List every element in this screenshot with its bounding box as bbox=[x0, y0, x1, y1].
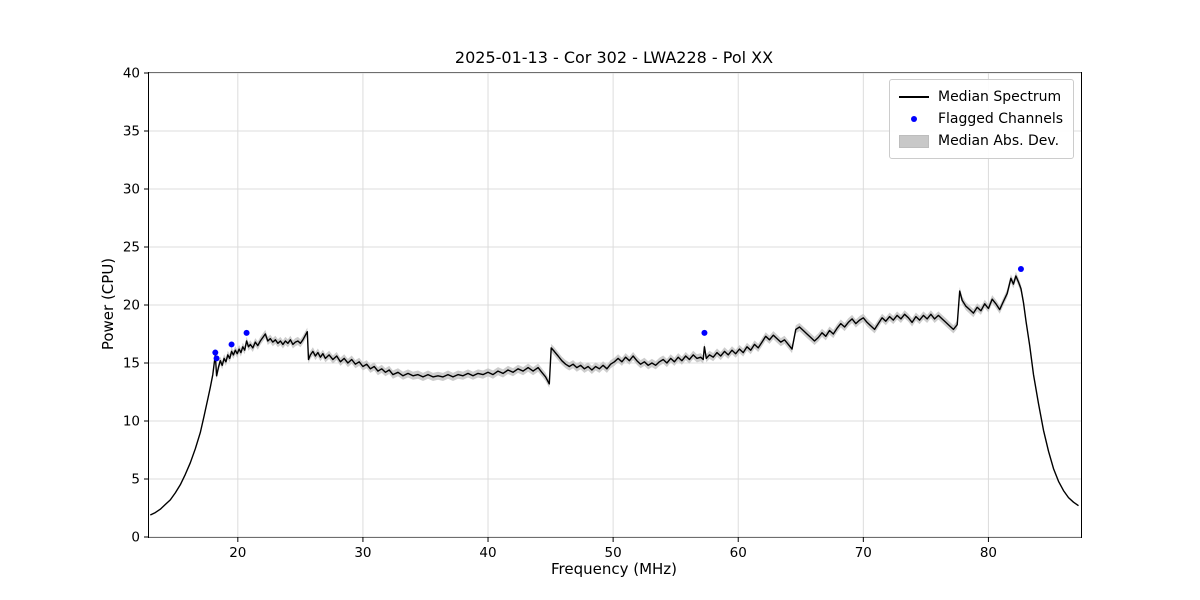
legend-item-flagged-channels: Flagged Channels bbox=[898, 108, 1063, 130]
y-tick-label: 25 bbox=[123, 240, 140, 256]
mad-band-patch-icon bbox=[898, 134, 930, 148]
x-tick-label: 40 bbox=[479, 545, 496, 561]
y-tick-label: 35 bbox=[123, 124, 140, 140]
flagged-channel-dot bbox=[228, 341, 235, 348]
x-tick-label: 80 bbox=[980, 545, 997, 561]
flagged-channel-dot bbox=[212, 349, 219, 356]
x-axis-label: Frequency (MHz) bbox=[550, 560, 678, 578]
median-spectrum-line-icon bbox=[898, 96, 930, 98]
flagged-channel-dot bbox=[243, 329, 250, 336]
plot-area: 20 30 40 50 60 70 80 0 5 10 15 20 25 30 35 40 Median Sp… bbox=[123, 66, 1082, 561]
mad-band bbox=[212, 271, 1027, 388]
y-axis-label: Power (CPU) bbox=[99, 257, 117, 351]
median-spectrum-line bbox=[149, 275, 1079, 516]
flagged-channel-dot-icon bbox=[898, 116, 930, 122]
x-tick-label: 20 bbox=[229, 545, 246, 561]
y-tick-label: 20 bbox=[123, 298, 140, 314]
y-tick-label: 15 bbox=[123, 356, 140, 372]
legend-label-median-abs-dev: Median Abs. Dev. bbox=[937, 133, 1060, 149]
flagged-channel-dot bbox=[213, 355, 220, 362]
legend: Median Spectrum Flagged Channels Median … bbox=[888, 79, 1074, 159]
x-tick-label: 30 bbox=[354, 545, 371, 561]
legend-item-median-spectrum: Median Spectrum bbox=[898, 86, 1063, 108]
x-tick-label: 50 bbox=[605, 545, 622, 561]
x-tick-label: 70 bbox=[855, 545, 872, 561]
y-tick-label: 30 bbox=[123, 182, 140, 198]
legend-item-median-abs-dev: Median Abs. Dev. bbox=[898, 130, 1063, 152]
chart-title: 2025-01-13 - Cor 302 - LWA228 - Pol XX bbox=[454, 48, 774, 67]
y-tick-label: 10 bbox=[123, 414, 140, 430]
flagged-channel-dot bbox=[1017, 266, 1024, 273]
legend-label-flagged-channels: Flagged Channels bbox=[937, 111, 1063, 127]
x-tick-label: 60 bbox=[730, 545, 747, 561]
y-tick-label: 40 bbox=[123, 66, 140, 82]
flagged-channel-dot bbox=[701, 329, 708, 336]
plot-canvas: 20 30 40 50 60 70 80 0 5 10 15 20 25 30 35 40 bbox=[123, 66, 1081, 561]
y-tick-label: 0 bbox=[131, 530, 140, 546]
y-tick-label: 5 bbox=[131, 472, 140, 488]
legend-label-median-spectrum: Median Spectrum bbox=[937, 89, 1062, 105]
